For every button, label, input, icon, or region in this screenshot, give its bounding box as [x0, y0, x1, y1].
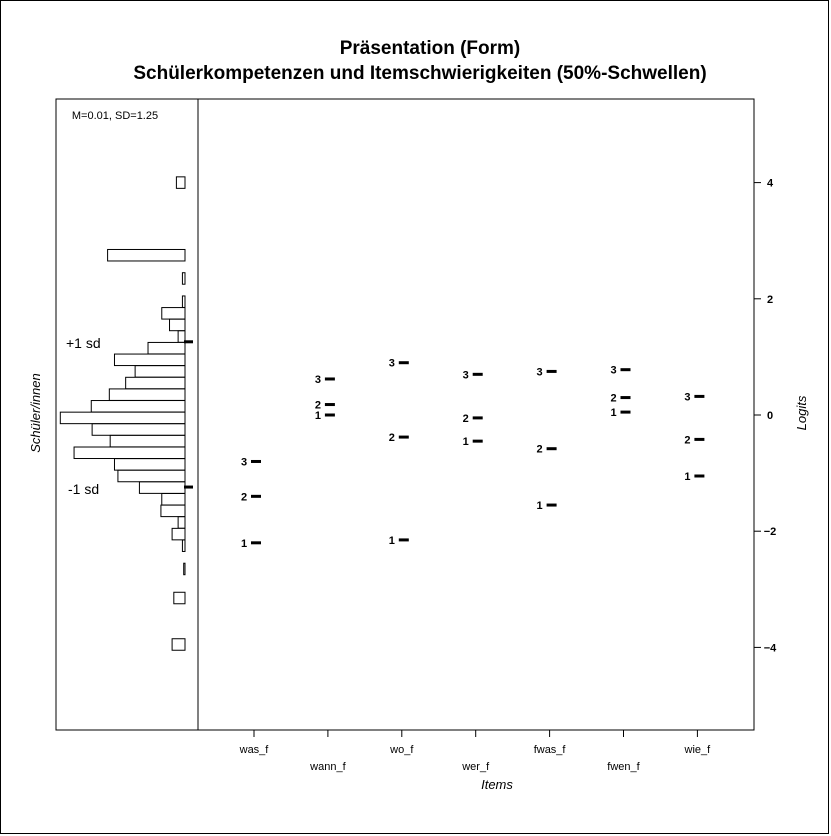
threshold-label: 2 — [537, 444, 543, 456]
histogram-bar — [171, 638, 186, 651]
histogram-bar — [113, 458, 186, 471]
histogram-bar — [90, 400, 186, 413]
threshold-label: 1 — [537, 500, 543, 512]
threshold-label: 2 — [684, 434, 690, 446]
y-tick-label: 0 — [767, 410, 773, 422]
y-tick-label: 2 — [767, 294, 773, 306]
threshold-label: 1 — [241, 538, 247, 550]
histogram-bar — [169, 318, 186, 332]
threshold-label: 1 — [389, 535, 395, 547]
threshold-label: 3 — [537, 366, 543, 378]
histogram-bar — [91, 423, 186, 436]
threshold-label: 3 — [241, 456, 247, 468]
threshold-label: 1 — [684, 471, 690, 483]
histogram-bar — [125, 376, 186, 390]
threshold-label: 2 — [315, 400, 321, 412]
histogram-bar — [147, 341, 186, 355]
chart-subtitle: Schülerkompetenzen und Itemschwierigkeit… — [133, 63, 706, 84]
histogram-bar — [117, 469, 186, 483]
histogram-bar — [108, 388, 186, 401]
histogram-bar — [175, 176, 186, 189]
threshold-label: 3 — [684, 391, 690, 403]
histogram-bar — [73, 446, 186, 460]
histogram-bar — [177, 516, 186, 529]
plus-1-sd-label: +1 sd — [66, 335, 101, 351]
x-axis-label: Items — [481, 777, 513, 792]
histogram-bar — [181, 272, 186, 285]
histogram-bar — [161, 307, 186, 320]
histogram-bar — [173, 591, 186, 605]
x-tick-label: wann_f — [309, 761, 346, 773]
threshold-label: 2 — [241, 491, 247, 503]
histogram-bar — [161, 492, 186, 506]
item-panel-box — [197, 98, 755, 731]
threshold-label: 1 — [610, 407, 616, 419]
y-tick-label: −2 — [764, 526, 777, 538]
threshold-label: 2 — [463, 413, 469, 425]
threshold-label: 1 — [463, 436, 469, 448]
histogram-bar — [138, 481, 186, 494]
histogram-bar — [160, 504, 186, 518]
threshold-label: 3 — [463, 369, 469, 381]
threshold-label: 2 — [610, 393, 616, 405]
threshold-label: 3 — [315, 374, 321, 386]
person-stats-label: M=0.01, SD=1.25 — [72, 110, 158, 122]
x-tick-label: wer_f — [461, 761, 490, 773]
x-tick-label: wo_f — [389, 744, 414, 756]
y-axis-label-left: Schüler/innen — [28, 373, 43, 453]
y-axis-logits: −4 −2 0 2 4 — [754, 178, 777, 654]
histogram-bar — [183, 562, 186, 576]
histogram-bar — [134, 365, 186, 378]
histogram-bar — [177, 330, 186, 343]
sd-markers — [184, 340, 193, 489]
histogram-bar — [109, 434, 186, 448]
y-axis-label-right: Logits — [794, 395, 809, 430]
histogram-bar — [113, 353, 186, 367]
threshold-label: 3 — [389, 358, 395, 370]
threshold-label: 2 — [389, 432, 395, 444]
x-tick-label: was_f — [239, 744, 270, 756]
histogram-bar — [59, 411, 186, 425]
chart-title: Präsentation (Form) — [340, 38, 521, 59]
threshold-label: 3 — [610, 365, 616, 377]
histogram-bar — [181, 539, 186, 552]
x-tick-label: fwen_f — [607, 761, 640, 773]
y-tick-label: −4 — [764, 642, 777, 654]
x-tick-label: fwas_f — [534, 744, 567, 756]
minus-1-sd-label: -1 sd — [68, 481, 99, 497]
histogram-bar — [171, 527, 186, 541]
x-axis-items: was_f wann_f wo_f wer_f fwas_f fwen_f wie_f — [239, 730, 712, 773]
x-tick-label: wie_f — [684, 744, 712, 756]
threshold-label: 1 — [315, 410, 321, 422]
y-tick-label: 4 — [767, 178, 774, 190]
histogram-bar — [181, 295, 186, 308]
person-histogram — [59, 176, 186, 651]
histogram-bar — [107, 248, 186, 262]
